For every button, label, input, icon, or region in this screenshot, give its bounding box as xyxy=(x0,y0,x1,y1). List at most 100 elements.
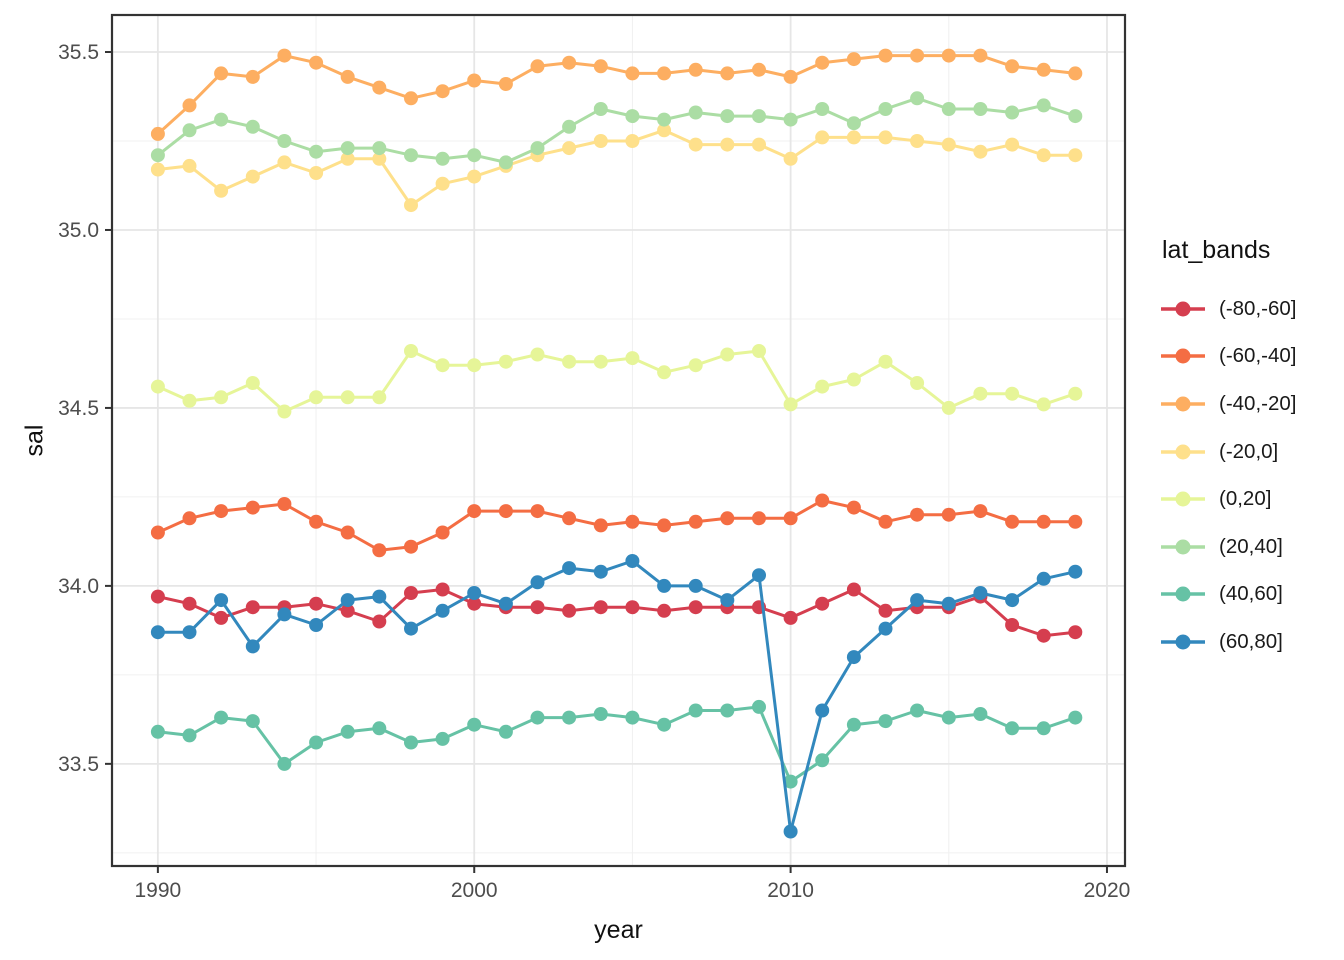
data-point xyxy=(593,59,608,74)
data-point xyxy=(530,141,545,156)
data-point xyxy=(688,105,703,120)
data-point xyxy=(846,582,861,597)
data-point xyxy=(1068,386,1083,401)
data-point xyxy=(214,593,229,608)
series-(-40,-20] xyxy=(150,48,1083,141)
data-point xyxy=(657,717,672,732)
data-point xyxy=(214,610,229,625)
data-point xyxy=(625,710,640,725)
data-point xyxy=(498,77,513,91)
data-point xyxy=(720,66,735,81)
data-point xyxy=(404,344,418,358)
data-point xyxy=(688,358,703,373)
data-point xyxy=(973,504,988,519)
data-point xyxy=(309,390,324,405)
data-point xyxy=(783,397,798,412)
legend-key-point xyxy=(1175,491,1191,507)
data-point xyxy=(815,55,830,70)
data-point xyxy=(182,511,197,526)
data-point xyxy=(878,354,893,369)
legend-key-icon xyxy=(1161,348,1205,364)
data-point xyxy=(150,525,165,540)
data-point xyxy=(467,73,482,88)
data-point xyxy=(182,158,197,173)
legend-title: lat_bands xyxy=(1162,236,1271,264)
data-point xyxy=(150,625,165,640)
legend-key-icon xyxy=(1161,491,1205,507)
data-point xyxy=(309,618,324,632)
data-point xyxy=(815,596,830,611)
data-point xyxy=(214,66,229,81)
data-point xyxy=(941,507,956,522)
data-point xyxy=(1005,137,1020,152)
data-point xyxy=(657,518,672,533)
data-point xyxy=(941,137,956,152)
data-point xyxy=(1068,109,1083,124)
data-point xyxy=(815,130,830,145)
x-tick-label: 2020 xyxy=(1084,879,1131,902)
data-point xyxy=(1036,514,1051,529)
data-point xyxy=(562,141,577,156)
legend-item-label: (-20,0] xyxy=(1219,439,1279,463)
data-point xyxy=(941,102,956,116)
data-point xyxy=(973,48,988,63)
data-point xyxy=(182,625,197,640)
data-point xyxy=(593,564,608,579)
data-point xyxy=(372,390,387,405)
y-tick-label: 34.5 xyxy=(58,397,99,420)
data-point xyxy=(1005,514,1020,529)
data-point xyxy=(530,710,545,725)
data-point xyxy=(815,753,830,768)
legend-item-label: (-80,-60] xyxy=(1219,296,1297,320)
data-point xyxy=(910,593,925,608)
series-(0,20] xyxy=(150,344,1083,419)
data-point xyxy=(752,699,766,714)
data-point xyxy=(657,123,672,138)
panel-border xyxy=(110,13,1127,868)
data-point xyxy=(277,155,292,170)
y-axis-title: sal xyxy=(20,424,49,456)
data-point xyxy=(783,610,798,625)
data-point xyxy=(435,731,450,746)
data-point xyxy=(783,824,798,839)
data-point xyxy=(1005,105,1020,120)
series-(-20,0] xyxy=(150,123,1083,213)
data-point xyxy=(593,102,608,116)
x-axis-title: year xyxy=(594,916,643,944)
data-point xyxy=(593,707,608,721)
data-point xyxy=(910,48,925,63)
data-point xyxy=(878,714,893,729)
data-point xyxy=(720,137,735,152)
data-point xyxy=(846,52,861,67)
data-point xyxy=(245,169,260,184)
data-point xyxy=(720,703,735,718)
y-tick-label: 33.5 xyxy=(58,753,99,776)
legend-key-icon xyxy=(1161,396,1205,412)
data-point xyxy=(372,80,387,95)
x-tick-label: 2010 xyxy=(767,879,814,902)
data-point xyxy=(973,586,988,600)
data-point xyxy=(309,55,324,70)
x-tick-label: 2000 xyxy=(451,879,498,902)
data-point xyxy=(340,141,355,156)
legend-item-(40,60]: (40,60] xyxy=(1160,571,1344,619)
data-point xyxy=(340,525,355,540)
legend-key-point xyxy=(1175,586,1191,602)
legend-key-point xyxy=(1175,539,1191,555)
data-point xyxy=(815,379,830,394)
data-point xyxy=(657,112,672,127)
data-point xyxy=(910,507,925,522)
data-point xyxy=(973,386,988,401)
data-point xyxy=(435,176,450,191)
data-point xyxy=(625,109,640,124)
data-point xyxy=(878,603,893,618)
data-point xyxy=(467,596,482,611)
data-point xyxy=(372,589,387,604)
data-point xyxy=(910,376,925,390)
data-point xyxy=(1068,710,1083,725)
data-point xyxy=(625,351,640,366)
data-point xyxy=(752,62,766,77)
data-point xyxy=(593,134,608,148)
data-point xyxy=(498,596,513,611)
data-point xyxy=(657,603,672,618)
